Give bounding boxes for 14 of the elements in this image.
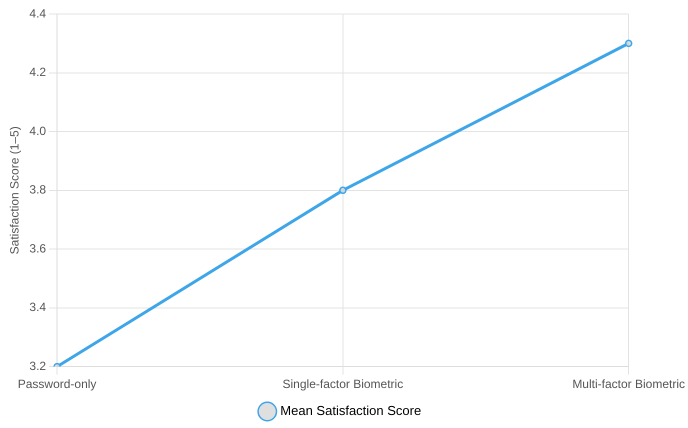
- x-tick-label: Multi-factor Biometric: [572, 377, 685, 392]
- y-tick-label: 3.4: [29, 300, 46, 314]
- y-tick-label: 3.6: [29, 241, 46, 256]
- y-tick-label: 4.2: [29, 65, 46, 80]
- x-tick-label: Single-factor Biometric: [282, 377, 404, 392]
- point: [339, 186, 347, 194]
- y-axis-title: Satisfaction Score (1–5): [8, 126, 22, 254]
- y-tick-label: 4.0: [29, 124, 46, 138]
- y-tick-label: 4.4: [29, 6, 46, 20]
- x-tick-label: Password-only: [18, 377, 96, 392]
- y-tick-label: 3.2: [29, 358, 46, 373]
- point: [624, 40, 632, 48]
- legend-label: Mean Satisfaction Score: [280, 403, 422, 418]
- y-tick-label: 3.8: [29, 182, 46, 197]
